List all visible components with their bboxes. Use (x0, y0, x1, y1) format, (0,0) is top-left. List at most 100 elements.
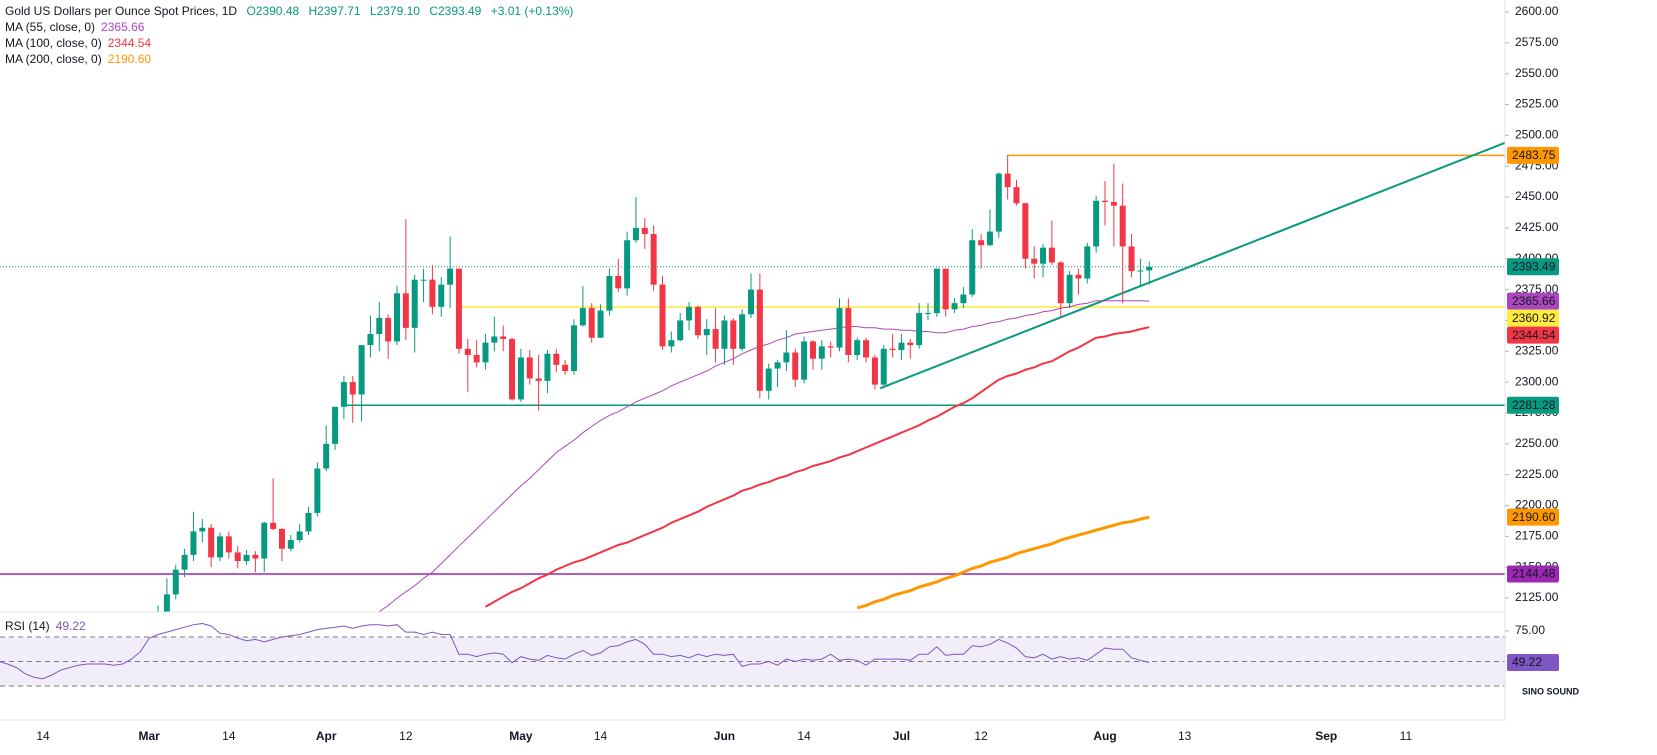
candle-body (464, 348, 471, 355)
candle-body (898, 342, 905, 351)
candle-body (208, 527, 215, 558)
candle-body (1048, 247, 1055, 263)
candle-body (278, 528, 285, 549)
rsi-legend-name: RSI (14) (5, 619, 50, 633)
candle-body (402, 293, 409, 328)
y-tick-label: 2525.00 (1515, 97, 1559, 111)
y-tick-label: 2250.00 (1515, 436, 1559, 450)
candle-body (703, 329, 710, 336)
candle-body (597, 310, 604, 338)
candle-body (305, 512, 312, 532)
candle-body (615, 276, 622, 289)
ma-legend-value: 2365.66 (101, 20, 145, 34)
candle-body (1102, 200, 1108, 202)
candle-body (172, 569, 179, 595)
candle-body (916, 313, 923, 346)
y-tick-label: 2225.00 (1515, 467, 1559, 481)
candle-body (925, 313, 931, 315)
candle-body (827, 346, 834, 348)
candle-body (836, 308, 843, 348)
candle-body (447, 268, 454, 285)
ohlc-high: H2397.71 (309, 4, 361, 18)
ma-legend: MA (55, close, 0) 2365.66 (5, 20, 145, 34)
candle-body (765, 368, 772, 391)
candle-body (429, 279, 436, 307)
candle-body (438, 284, 445, 307)
rsi-legend-value: 49.22 (56, 619, 86, 633)
candle-body (818, 346, 825, 359)
candle-body (942, 268, 949, 310)
candle-body (632, 227, 639, 241)
candle-body (1093, 200, 1100, 247)
candle-body (721, 320, 728, 349)
ma-legend-value: 2190.60 (108, 52, 152, 66)
candle-body (694, 306, 701, 336)
candle-body (420, 279, 427, 281)
candle-body (606, 276, 613, 311)
x-tick-label: 14 (36, 729, 50, 743)
x-tick-label: Apr (316, 729, 337, 743)
candle-body (517, 357, 524, 400)
ohlc-open: O2390.48 (246, 4, 299, 18)
candle-body (1075, 274, 1082, 279)
legend: MA (55, close, 0) 2365.66 MA (100, close, … (5, 20, 151, 633)
candle-body (986, 231, 993, 246)
candle-body (1128, 246, 1135, 272)
candle-body (234, 552, 241, 562)
candle-body (774, 362, 781, 369)
y-tick-label: 2375.00 (1515, 282, 1559, 296)
price-pane (0, 141, 1505, 612)
candle-body (296, 531, 303, 541)
candle-body (588, 308, 595, 338)
candle-body (252, 554, 259, 559)
ma-legend-value: 2344.54 (108, 36, 152, 50)
ma-legend: MA (200, close, 0) 2190.60 (5, 52, 151, 66)
candle-body (535, 378, 542, 381)
candle-body (951, 303, 958, 310)
chart-title: Gold US Dollars per Ounce Spot Prices, 1… (5, 4, 237, 18)
candle-body (376, 317, 383, 335)
candle-body (243, 554, 250, 562)
price-badge (1507, 146, 1559, 164)
x-tick-label: 12 (399, 729, 413, 743)
candle-body (871, 357, 878, 385)
candle-body (712, 329, 719, 349)
x-tick-label: 14 (594, 729, 608, 743)
y-tick-label: 2500.00 (1515, 128, 1559, 142)
candle-body (889, 348, 896, 351)
candle-body (907, 342, 914, 346)
rsi-line (0, 622, 1150, 680)
moving-average (379, 300, 1150, 612)
candle-body (748, 289, 754, 315)
y-tick-label: 2550.00 (1515, 66, 1559, 80)
y-tick-label: 2200.00 (1515, 498, 1559, 512)
candle-body (367, 334, 374, 346)
price-badge-label: 49.22 (1512, 655, 1542, 669)
price-badge-label: 2281.28 (1512, 398, 1556, 412)
x-tick-label: Jun (714, 729, 735, 743)
candle-body (809, 341, 816, 359)
price-badge-label: 2344.54 (1512, 328, 1556, 342)
candle-body (314, 468, 321, 513)
candle-body (969, 240, 976, 295)
candle-body (801, 341, 808, 380)
candle-body (933, 268, 940, 314)
price-badge (1507, 258, 1559, 276)
candle-body (571, 325, 577, 372)
candle-body (1110, 201, 1117, 206)
candle-body (358, 345, 365, 395)
candle-body (509, 338, 516, 400)
candle-body (1066, 274, 1073, 304)
candle-body (1119, 205, 1126, 247)
ma-legend-name: MA (200, close, 0) (5, 52, 102, 66)
axes: 2125.002150.002175.002200.002225.002250.… (36, 4, 1558, 743)
candle-body (270, 522, 277, 529)
x-tick-label: Sep (1315, 729, 1337, 743)
ohlc-low: L2379.10 (370, 4, 420, 18)
y-tick-label: 2125.00 (1515, 590, 1559, 604)
candle-body (730, 320, 737, 349)
candle-body (163, 594, 170, 612)
y-tick-label: 2600.00 (1515, 4, 1559, 18)
